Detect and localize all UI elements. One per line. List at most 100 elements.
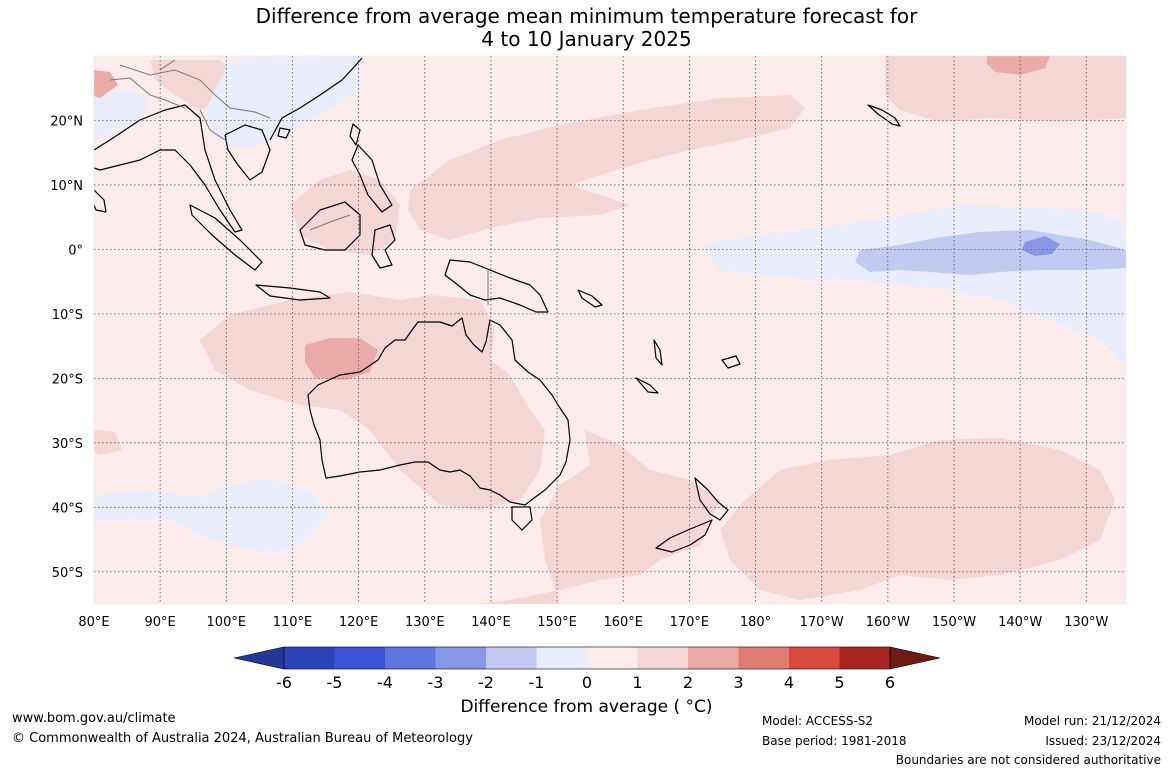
- longitude-label: 170°W: [800, 615, 844, 630]
- colorbar-tick-label: 0: [582, 673, 592, 692]
- warm-region-south-pacific: [720, 438, 1115, 600]
- model-text: Model: ACCESS-S2: [762, 714, 874, 728]
- longitude-label: 120°E: [339, 615, 379, 630]
- model-run-text: Model run: 21/12/2024: [1023, 714, 1161, 728]
- latitude-label: 40°S: [52, 501, 83, 516]
- borneo-border: [309, 214, 351, 231]
- warm-region-equatorial-pacific: [408, 95, 805, 240]
- coastlines: [94, 57, 901, 553]
- latitude-label: 30°S: [52, 437, 83, 452]
- cool-region-far-west: [94, 90, 150, 140]
- taiwan-coastline: [349, 123, 361, 146]
- latitude-label: 50°S: [52, 566, 83, 581]
- issued-text: Issued: 23/12/2024: [1045, 734, 1161, 748]
- new-zealand-south-coastline: [655, 519, 713, 553]
- colorbar-segment: [486, 647, 537, 669]
- longitude-label: 150°E: [537, 615, 577, 630]
- india-coastline: [94, 189, 107, 213]
- longitude-label: 90°E: [145, 615, 176, 630]
- colorbar-segment: [789, 647, 840, 669]
- longitude-labels: 80°E 90°E 100°E 110°E 120°E 130°E 140°E 150°E 16…: [78, 615, 1108, 630]
- longitude-label: 160°W: [866, 615, 910, 630]
- java-coastline: [255, 284, 331, 301]
- longitude-label: 110°E: [273, 615, 313, 630]
- solomons-coastline: [577, 289, 603, 308]
- cool-region-east-asia: [205, 56, 360, 150]
- colorbar-tick-label: 5: [834, 673, 844, 692]
- longitude-label: 140°E: [471, 615, 511, 630]
- fiji-coastline: [721, 355, 741, 369]
- disclaimer-text: Boundaries are not considered authoritat…: [895, 753, 1161, 767]
- map-panel: [94, 56, 1126, 604]
- longitude-label: 140°W: [998, 615, 1042, 630]
- new-caledonia-coastline: [635, 377, 659, 394]
- warm-region-tasman-southern: [480, 430, 720, 604]
- country-borders: [109, 59, 489, 305]
- colorbar-segment: [284, 647, 335, 669]
- longitude-label: 150°W: [932, 615, 976, 630]
- colorbar-segment: [385, 647, 436, 669]
- se-asia-coastline: [94, 104, 243, 233]
- colorbar-tick-label: 2: [683, 673, 693, 692]
- philippines-coastline: [351, 144, 393, 213]
- colorbar-tick-labels: -6 -5 -4 -3 -2 -1 0 1 2 3 4 5 6: [276, 673, 895, 692]
- new-guinea-coastline: [444, 259, 549, 313]
- colorbar-segment: [435, 647, 486, 669]
- colorbar-segment: [738, 647, 789, 669]
- colorbar-tick-label: 4: [784, 673, 794, 692]
- latitude-label: 0°: [68, 243, 83, 258]
- warm-anomaly-regions: [94, 56, 1126, 604]
- colorbar-segment: [536, 647, 587, 669]
- copyright-text: © Commonwealth of Australia 2024, Austra…: [12, 731, 473, 746]
- colorbar-tick-label: -4: [377, 673, 393, 692]
- new-zealand-north-coastline: [694, 477, 729, 521]
- longitude-label: 130°W: [1064, 615, 1108, 630]
- longitude-label: 170°E: [670, 615, 710, 630]
- asia-borders: [109, 59, 271, 141]
- china-coastline: [269, 57, 363, 141]
- latitude-label: 20°S: [52, 372, 83, 387]
- colorbar-tick-label: 3: [733, 673, 743, 692]
- vanuatu-coastline: [653, 339, 663, 366]
- sulawesi-coastline: [371, 224, 396, 269]
- cool-strong-core: [1022, 236, 1060, 256]
- warm-strong-india: [94, 70, 118, 98]
- colorbar-tick-label: -5: [327, 673, 343, 692]
- warm-strong-regions: [94, 56, 1050, 380]
- colorbar-label: Difference from average ( °C): [460, 697, 713, 717]
- map-frame: [93, 55, 1127, 605]
- cool-region-south-indian: [94, 478, 330, 552]
- colorbar-extend-high: [889, 646, 941, 670]
- indochina-coastline: [224, 124, 271, 181]
- borneo-coastline: [299, 201, 361, 251]
- colorbar-tick-label: 1: [632, 673, 642, 692]
- colorbar-frame: [283, 646, 891, 670]
- graticule: [94, 56, 1126, 604]
- longitude-label: 100°E: [207, 615, 247, 630]
- hainan-coastline: [277, 127, 291, 139]
- warm-region-maritime-continent: [290, 170, 400, 255]
- map-title-line-2: 4 to 10 January 2025: [481, 27, 692, 51]
- warm-strong-north-pacific: [987, 56, 1050, 75]
- colorbar-segment: [839, 647, 890, 669]
- website-link[interactable]: www.bom.gov.au/climate: [12, 711, 176, 726]
- cool-moderate-central-pacific: [855, 230, 1126, 275]
- sumatra-coastline: [189, 204, 263, 271]
- longitude-label: 160°E: [603, 615, 643, 630]
- longitude-label: 180°: [740, 615, 771, 630]
- colorbar-extend-low: [233, 646, 285, 670]
- warm-region-australia: [200, 292, 545, 510]
- colorbar: [233, 646, 941, 670]
- colorbar-segment: [688, 647, 739, 669]
- latitude-label: 20°N: [50, 114, 83, 129]
- colorbar-tick-label: 6: [885, 673, 895, 692]
- colorbar-segment: [587, 647, 638, 669]
- australia-coastline: [307, 317, 571, 506]
- latitude-label: 10°S: [52, 308, 83, 323]
- warm-region-west-indian: [94, 430, 122, 455]
- colorbar-tick-label: -6: [276, 673, 292, 692]
- map-title-line-1: Difference from average mean minimum tem…: [255, 4, 918, 28]
- latitude-label: 10°N: [50, 179, 83, 194]
